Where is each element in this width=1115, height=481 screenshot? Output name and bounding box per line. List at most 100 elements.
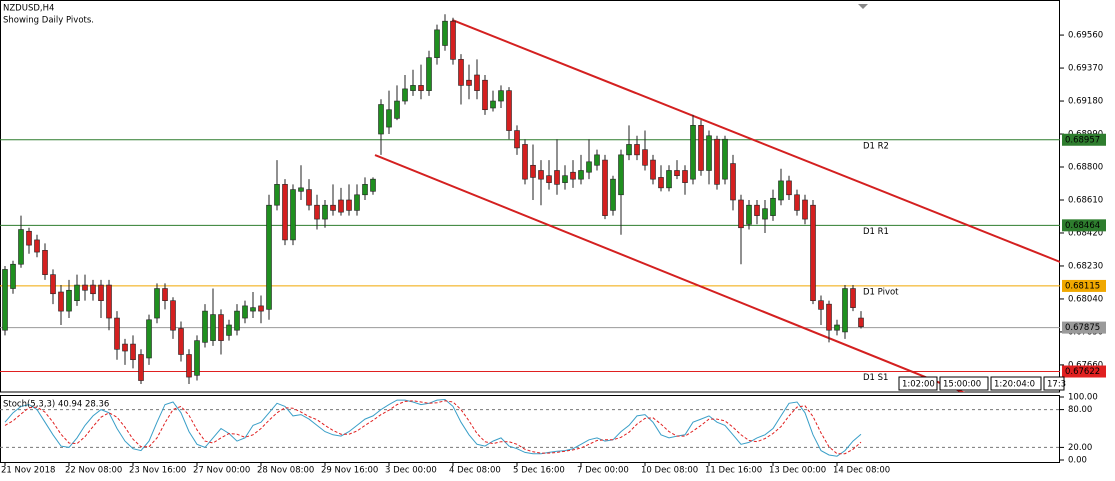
chart-title: NZDUSD,H4	[3, 4, 54, 14]
candle-body	[514, 130, 520, 149]
candle-body	[2, 269, 8, 331]
stoch-y-tick-label: 80.00	[1068, 405, 1092, 415]
y-tick-label: 0.68040	[1068, 294, 1103, 304]
pivot-value-box	[1062, 279, 1106, 292]
pivot-value-box	[1062, 365, 1106, 378]
y-tick-label: 0.68230	[1068, 261, 1103, 271]
candle-body	[122, 343, 128, 352]
x-tick-label: 27 Nov 00:00	[193, 466, 250, 476]
candle-body	[362, 184, 368, 196]
y-tick-label: 0.69560	[1068, 31, 1103, 41]
candle-body	[850, 288, 856, 308]
candle-body	[338, 199, 344, 213]
candle-body	[258, 305, 264, 312]
current-price-label: 0.67875	[1065, 323, 1100, 333]
candle-body	[226, 324, 232, 336]
stoch-panel	[0, 395, 1060, 463]
candle-body	[378, 104, 384, 135]
candle-body	[634, 144, 640, 156]
candle-body	[74, 284, 80, 301]
candle-body	[786, 180, 792, 196]
candle-body	[42, 250, 48, 275]
x-tick-label: 5 Dec 16:00	[513, 466, 565, 476]
price-panel	[0, 0, 1060, 393]
candle-body	[346, 199, 352, 211]
stoch-y-tick-label: 100.00	[1068, 393, 1098, 403]
shift-marker	[858, 4, 868, 9]
candle-body	[466, 79, 472, 86]
candle-body	[18, 229, 24, 265]
candle-body	[498, 90, 504, 102]
pivot-value-label: 0.68115	[1065, 281, 1100, 291]
trend-line	[374, 154, 966, 392]
x-tick-label: 21 Nov 2018	[1, 466, 55, 476]
candle-body	[586, 161, 592, 173]
candle-body	[570, 171, 576, 180]
candle-body	[210, 314, 216, 341]
candle-body	[282, 184, 288, 241]
candle-body	[578, 170, 584, 180]
timer-box	[939, 376, 989, 391]
candle-body	[426, 57, 432, 91]
candle-body	[610, 178, 616, 211]
candle-body	[242, 305, 248, 319]
x-tick-label: 29 Nov 16:00	[321, 466, 378, 476]
candle-body	[186, 354, 192, 378]
candle-body	[298, 187, 304, 192]
x-tick-label: 11 Dec 16:00	[705, 466, 762, 476]
candle-body	[778, 180, 784, 201]
x-tick-label: 14 Dec 08:00	[833, 466, 890, 476]
candle-body	[794, 194, 800, 211]
candle-body	[266, 204, 272, 310]
candle-body	[130, 343, 136, 361]
y-tick-label: 0.69180	[1068, 97, 1103, 107]
candle-body	[490, 100, 496, 109]
candle-body	[82, 284, 88, 291]
candle-body	[178, 328, 184, 355]
pivot-name: D1 S1	[863, 373, 888, 383]
timer-box	[990, 376, 1042, 391]
candle-body	[402, 88, 408, 102]
candle-body	[218, 314, 224, 341]
stoch-title: Stoch(5,3,3) 40.94 28.36	[3, 400, 109, 410]
candle-body	[506, 90, 512, 131]
timer-box	[1043, 376, 1065, 391]
candle-body	[746, 204, 752, 225]
candle-body	[738, 199, 744, 229]
candle-body	[546, 175, 552, 183]
timer-label: 15:00:00	[943, 380, 981, 390]
candle-body	[58, 291, 64, 312]
candle-body	[842, 288, 848, 333]
candle-body	[170, 300, 176, 331]
candle-body	[826, 303, 832, 331]
candle-body	[802, 199, 808, 220]
y-tick-label: 0.68800	[1068, 163, 1103, 173]
candle-body	[682, 170, 688, 183]
candle-body	[194, 340, 200, 376]
candle-body	[818, 300, 824, 310]
candle-body	[538, 170, 544, 180]
candle-body	[530, 164, 536, 178]
candle-body	[602, 159, 608, 216]
candle-body	[522, 144, 528, 180]
candle-body	[98, 284, 104, 301]
pivot-value-label: 0.68464	[1065, 221, 1100, 231]
candle-body	[674, 170, 680, 176]
candle-body	[650, 159, 656, 180]
timer-label: 1:02:00	[902, 380, 935, 390]
candle-body	[834, 324, 840, 331]
current-price-box	[1062, 321, 1106, 334]
candle-body	[418, 85, 424, 91]
x-tick-label: 4 Dec 08:00	[449, 466, 501, 476]
candle-body	[306, 189, 312, 206]
pivot-name: D1 R1	[863, 227, 889, 237]
timer-box	[898, 376, 938, 391]
x-tick-label: 10 Dec 08:00	[641, 466, 698, 476]
candle-body	[450, 20, 456, 60]
candle-body	[666, 170, 672, 189]
candle-body	[706, 135, 712, 171]
y-tick-label: 0.69370	[1068, 64, 1103, 74]
candle-body	[658, 177, 664, 189]
candle-body	[90, 284, 96, 295]
